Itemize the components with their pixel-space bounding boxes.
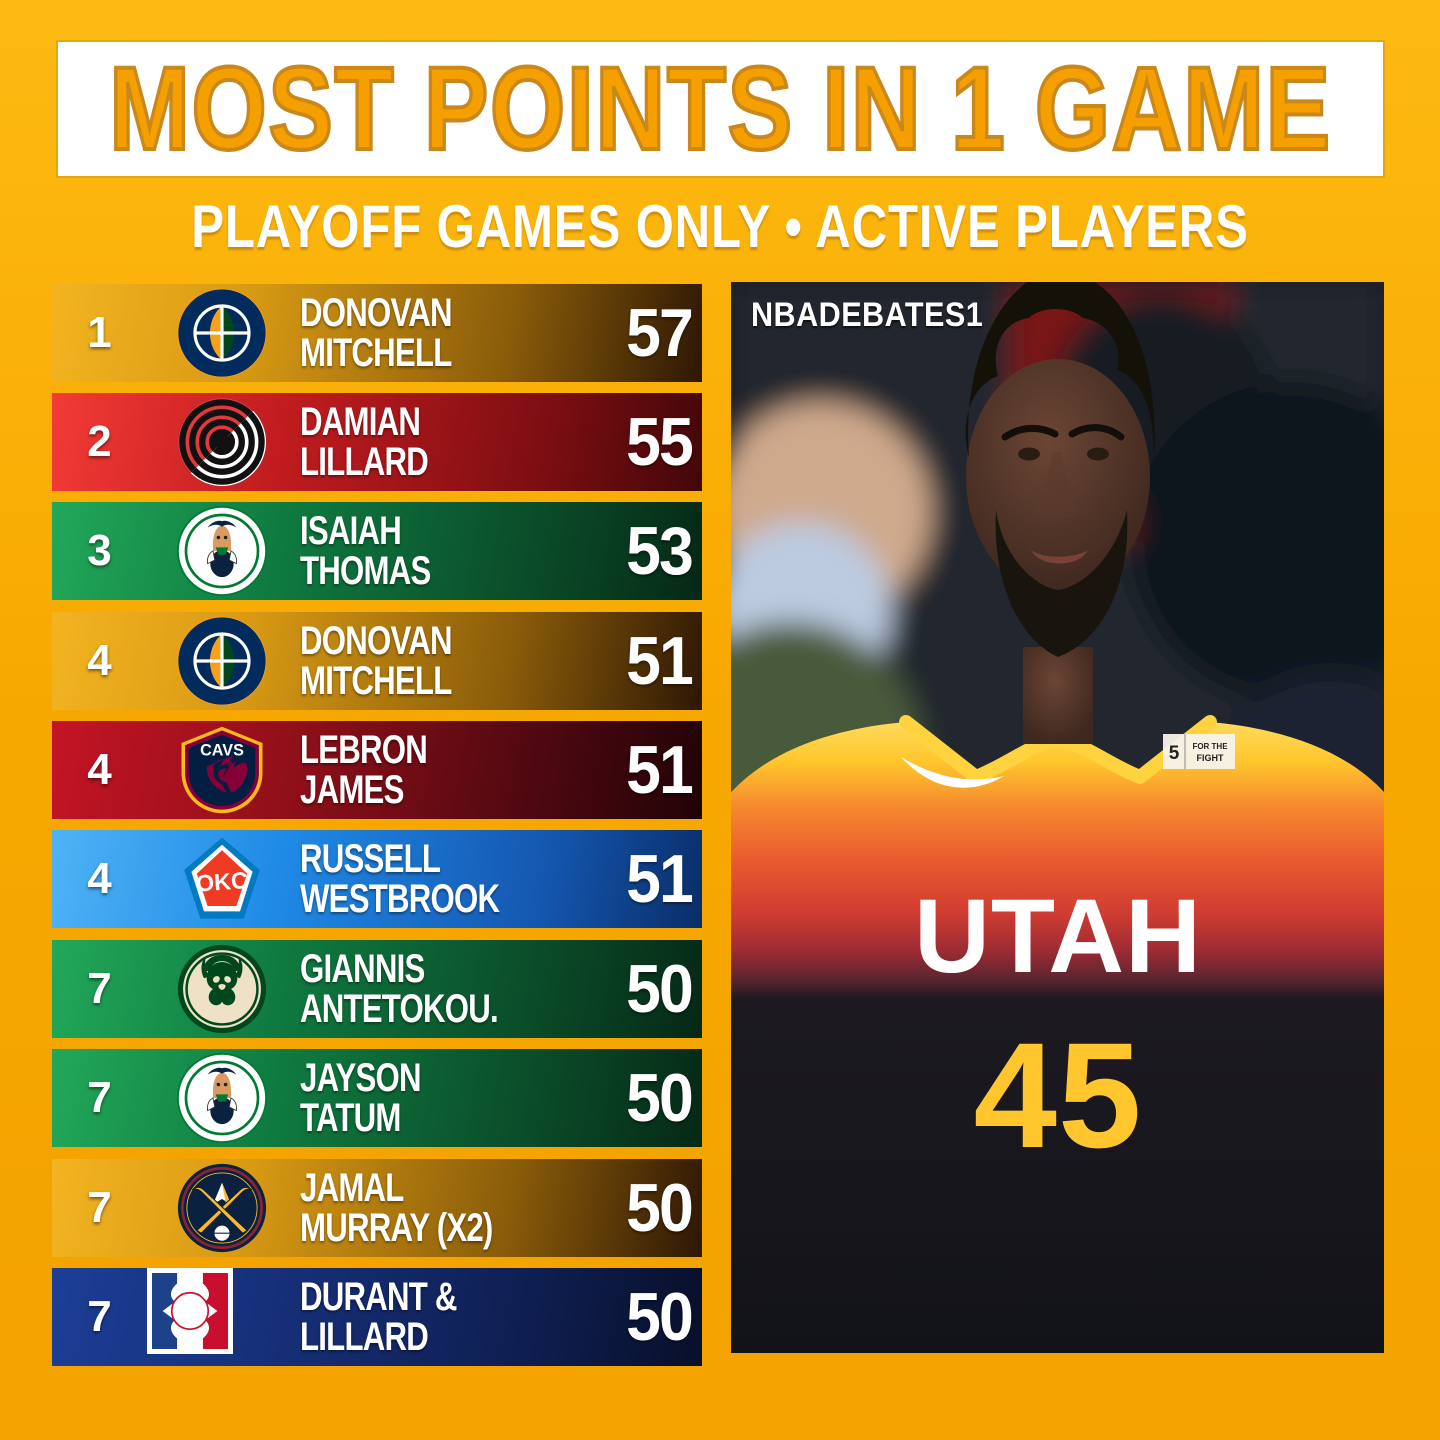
svg-text:UTAH: UTAH (914, 878, 1202, 995)
svg-text:FIGHT: FIGHT (1197, 753, 1224, 763)
svg-text:FOR THE: FOR THE (1192, 742, 1228, 751)
svg-text:45: 45 (974, 1011, 1143, 1179)
svg-text:5: 5 (1169, 743, 1180, 764)
